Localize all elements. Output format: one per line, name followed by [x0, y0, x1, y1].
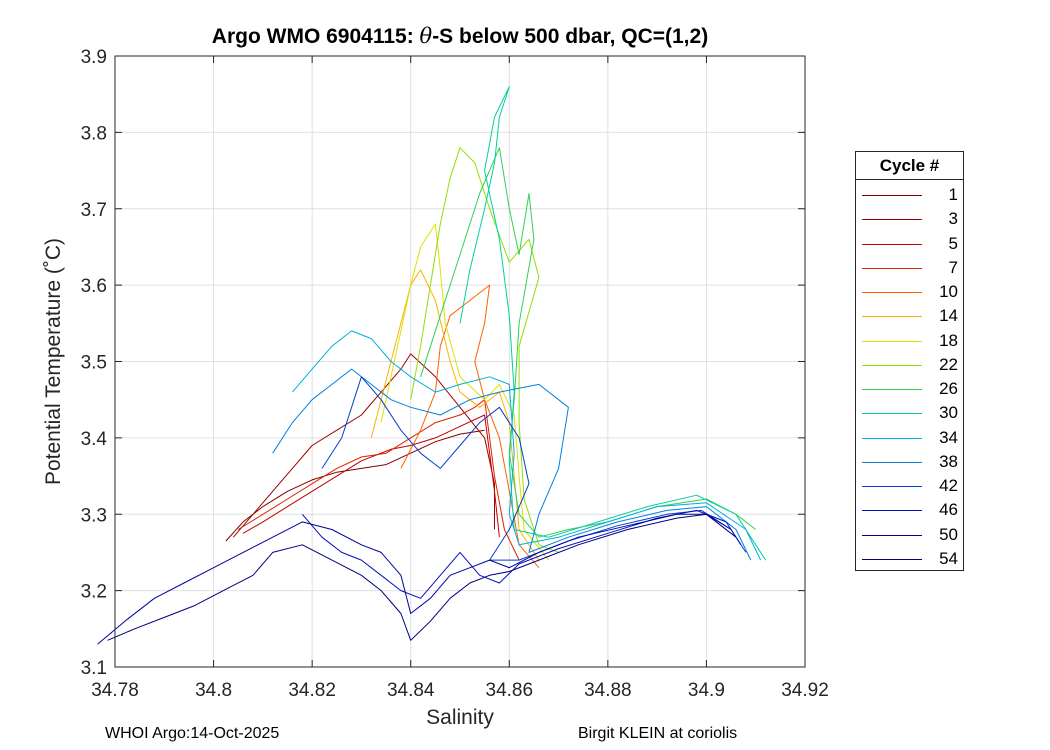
legend-entry: 50: [856, 523, 965, 547]
legend-line-swatch: [862, 219, 922, 221]
legend-label: 34: [939, 427, 958, 447]
x-tick-label: 34.86: [486, 680, 534, 701]
y-tick-label: 3.5: [81, 353, 107, 374]
y-tick-label: 3.8: [81, 123, 107, 144]
legend-entry: 54: [856, 547, 965, 571]
series-line-cycle-3: [232, 353, 495, 538]
legend-line-swatch: [862, 389, 922, 390]
series-line-cycle-14: [370, 269, 540, 561]
axis-ticks: 34.78 34.8 34.82 34.84 34.86 34.88 34.9 34.92 3.…: [81, 47, 829, 701]
chart-title: Argo WMO 6904115: θ-S below 500 dbar, QC…: [115, 24, 805, 49]
legend-entry: 42: [856, 474, 965, 498]
legend-entry: 30: [856, 401, 965, 425]
legend-line-swatch: [862, 195, 922, 196]
legend-line-swatch: [862, 510, 922, 512]
y-axis-label: Potential Temperature (˚C): [42, 238, 65, 485]
x-tick-label: 34.9: [688, 680, 725, 701]
y-tick-label: 3.3: [81, 505, 107, 526]
x-tick-label: 34.88: [584, 680, 632, 701]
legend-line-swatch: [862, 558, 922, 560]
chart-title-prefix: Argo WMO 6904115:: [211, 25, 420, 48]
legend-line-swatch: [862, 486, 922, 487]
legend-line-swatch: [862, 243, 922, 245]
legend-label: 1: [948, 185, 958, 204]
legend-label: 50: [939, 524, 958, 544]
series-line-cycle-10: [400, 284, 540, 569]
series-line-cycle-22: [410, 147, 559, 553]
legend-label: 46: [939, 500, 958, 520]
x-tick-label: 34.78: [91, 680, 139, 701]
series-line-cycle-34: [292, 330, 762, 561]
legend-entry: 5: [856, 232, 965, 256]
y-tick-label: 3.9: [81, 47, 107, 68]
x-tick-label: 34.84: [387, 680, 435, 701]
legend-label: 10: [939, 282, 958, 301]
legend-entry: 14: [856, 304, 965, 328]
legend-line-swatch: [862, 437, 922, 439]
y-tick-label: 3.7: [81, 200, 107, 221]
legend-entry: 10: [856, 280, 965, 304]
series-line-cycle-30: [459, 86, 767, 561]
legend-label: 54: [939, 548, 958, 568]
legend-label: 18: [939, 330, 958, 350]
legend-line-swatch: [862, 340, 922, 342]
series-line-cycle-46: [301, 509, 742, 599]
legend: Cycle # 1 3 5 7 10 14 18 22 26 30 34 38 42 46 50 54: [855, 151, 964, 571]
x-axis-label: Salinity: [426, 706, 494, 729]
y-tick-label: 3.2: [81, 582, 107, 603]
legend-entry: 38: [856, 450, 965, 474]
series-line-cycle-50: [97, 513, 732, 645]
series-line-cycle-26: [420, 147, 757, 538]
legend-entry: 1: [856, 183, 965, 207]
legend-entry: 46: [856, 498, 965, 522]
series-line-cycle-5: [242, 414, 500, 538]
legend-label: 26: [939, 379, 958, 398]
legend-label: 22: [939, 354, 958, 374]
legend-line-swatch: [862, 461, 922, 463]
x-tick-label: 34.92: [781, 680, 829, 701]
chart-title-suffix: -S below 500 dbar, QC=(1,2): [432, 25, 709, 48]
footer-author: Birgit KLEIN at coriolis: [578, 725, 738, 742]
series-line-cycle-7: [237, 399, 520, 561]
chart-title-theta: θ: [419, 24, 433, 48]
legend-label: 38: [939, 451, 958, 471]
legend-line-swatch: [862, 316, 922, 318]
legend-label: 30: [939, 403, 958, 423]
legend-line-swatch: [862, 364, 922, 366]
legend-entry: 7: [856, 256, 965, 280]
x-tick-label: 34.82: [288, 680, 336, 701]
legend-title: Cycle #: [856, 152, 963, 180]
legend-line-swatch: [862, 267, 922, 269]
x-tick-label: 34.8: [195, 680, 232, 701]
y-tick-label: 3.1: [81, 658, 107, 679]
legend-label: 7: [948, 257, 958, 277]
legend-label: 42: [939, 476, 958, 495]
series-line-cycle-38: [272, 368, 752, 561]
series-line-cycle-42: [321, 376, 747, 561]
series-line-cycle-18: [380, 223, 550, 561]
legend-line-swatch: [862, 292, 922, 293]
legend-entry: 26: [856, 377, 965, 401]
legend-entry: 34: [856, 426, 965, 450]
legend-line-swatch: [862, 413, 922, 415]
legend-line-swatch: [862, 534, 922, 536]
y-tick-label: 3.6: [81, 276, 107, 297]
y-tick-label: 3.4: [81, 429, 108, 450]
legend-label: 3: [948, 209, 958, 229]
legend-label: 5: [948, 233, 958, 253]
legend-entry: 22: [856, 353, 965, 377]
series-line-cycle-1: [225, 429, 485, 542]
footer-date: WHOI Argo:14-Oct-2025: [105, 725, 280, 742]
legend-label: 14: [939, 306, 958, 326]
series-group: [97, 86, 767, 645]
series-line-cycle-54: [107, 513, 737, 641]
legend-entry: 18: [856, 329, 965, 353]
legend-entry: 3: [856, 207, 965, 231]
